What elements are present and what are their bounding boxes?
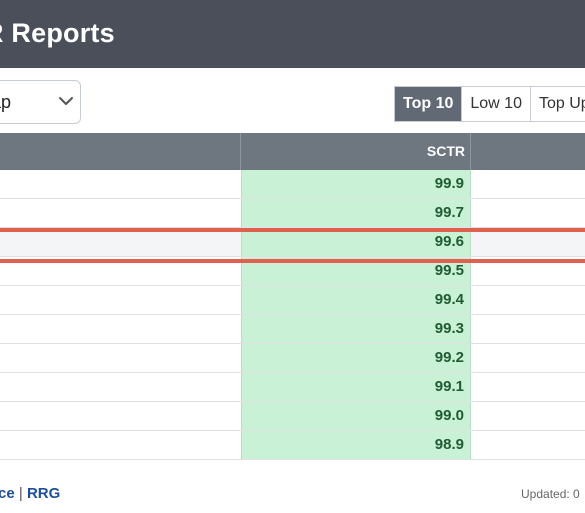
sctr-column-header[interactable]: SCTR [426,143,465,159]
sctr-value: 99.9 [434,175,464,192]
sctr-value: 99.4 [434,291,464,308]
sctr-value: 99.7 [434,204,464,221]
sctr-cell: 99.7 [241,199,471,227]
table-header: SCTR [0,133,585,170]
table-row[interactable]: 99.3 [0,315,585,344]
page-header: R Reports [0,0,585,68]
sctr-cell: 99.2 [241,344,471,372]
sctr-cell: 99.1 [241,373,471,401]
sctr-value: 99.2 [434,349,464,366]
table-row[interactable]: 99.1 [0,373,585,402]
sctr-value: 99.1 [434,378,464,395]
sctr-value: 98.9 [434,436,464,453]
chevron-down-icon [59,97,73,105]
top-10-button[interactable]: Top 10 [395,87,463,121]
sctr-value: 99.0 [434,407,464,424]
sctr-cell: 99.6 [241,228,471,256]
sctr-value: 99.6 [434,233,464,250]
sctr-cell: 99.3 [241,315,471,343]
rrg-link[interactable]: RRG [26,485,61,502]
sctr-cell: 99.0 [241,402,471,430]
sctr-value: 99.5 [434,262,464,279]
table-row[interactable]: 99.9 [0,170,585,199]
updated-timestamp: Updated: 0 [521,487,580,501]
table-row[interactable]: 99.7 [0,199,585,228]
table-row[interactable]: 99.2 [0,344,585,373]
ranking-toggle-group: Top 10 Low 10 Top Up [394,86,585,122]
universe-select-value: ap [0,92,12,112]
column-divider [240,133,241,170]
highlight-line-top [0,228,585,232]
top-up-button[interactable]: Top Up [531,87,585,121]
footer-link-1[interactable]: ce [0,485,15,502]
column-divider [470,133,471,170]
sctr-value: 99.3 [434,320,464,337]
low-10-button[interactable]: Low 10 [462,87,531,121]
sctr-table-body: 99.9 99.7 99.6 99.5 99.4 99.3 99.2 99.1 … [0,170,585,460]
sctr-cell: 99.4 [241,286,471,314]
page-title: R Reports [0,18,115,48]
table-row-highlighted[interactable]: 99.6 [0,228,585,257]
table-row[interactable]: 99.0 [0,402,585,431]
table-row[interactable]: 98.9 [0,431,585,460]
footer-links: ce | RRG [0,485,60,502]
sctr-cell: 98.9 [241,431,471,459]
footer-separator: | [18,485,23,502]
universe-select[interactable]: ap [0,80,81,124]
highlight-line-bottom [0,259,585,263]
table-row[interactable]: 99.4 [0,286,585,315]
sctr-cell: 99.9 [241,170,471,198]
